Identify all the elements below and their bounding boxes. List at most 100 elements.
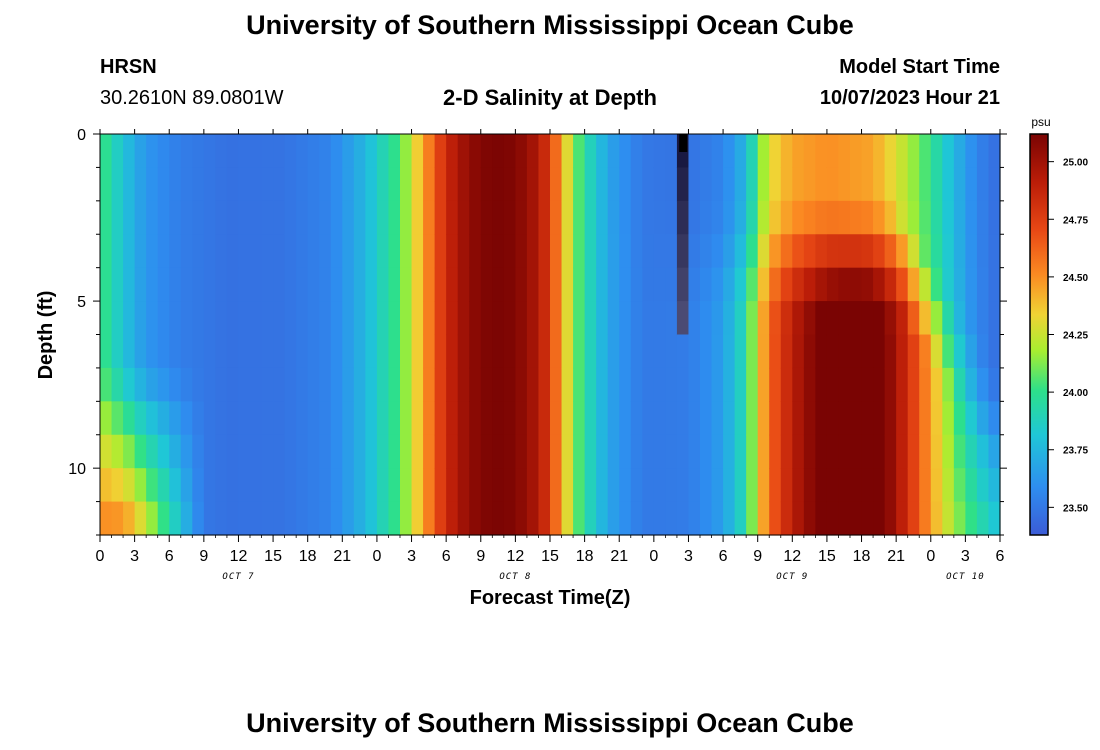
- heatmap-cell: [607, 234, 620, 269]
- heatmap-cell: [965, 134, 978, 169]
- heatmap-cell: [503, 468, 516, 503]
- heatmap-cell: [630, 234, 643, 269]
- heatmap-cell: [896, 468, 909, 503]
- heatmap-cell: [273, 501, 286, 536]
- heatmap-cell: [803, 267, 816, 302]
- heatmap-cell: [734, 234, 747, 269]
- heatmap-cell: [446, 200, 459, 235]
- heatmap-cell: [319, 134, 332, 169]
- heatmap-cell: [434, 367, 447, 402]
- heatmap-cell: [630, 401, 643, 436]
- heatmap-cell: [123, 234, 136, 269]
- heatmap-cell: [388, 301, 401, 336]
- heatmap-cell: [123, 134, 136, 169]
- heatmap-cell: [330, 434, 343, 469]
- heatmap-cell: [307, 234, 320, 269]
- heatmap-cell: [192, 167, 205, 202]
- heatmap-cell: [515, 501, 528, 536]
- heatmap-cell: [388, 501, 401, 536]
- heatmap-cell: [850, 501, 863, 536]
- heatmap-cell: [480, 267, 493, 302]
- heatmap-cell: [688, 234, 701, 269]
- heatmap-cell: [388, 167, 401, 202]
- heatmap-cell: [896, 200, 909, 235]
- heatmap-cell: [123, 367, 136, 402]
- heatmap-cell: [123, 434, 136, 469]
- heatmap-cell: [434, 234, 447, 269]
- heatmap-cell: [388, 401, 401, 436]
- heatmap-cell: [353, 367, 366, 402]
- heatmap-cell: [457, 200, 470, 235]
- heatmap-cell: [526, 501, 540, 536]
- heatmap-cell: [169, 267, 182, 302]
- heatmap-cell: [146, 301, 159, 336]
- heatmap-cell: [169, 234, 182, 269]
- heatmap-cell: [746, 134, 759, 169]
- heatmap-cell: [723, 367, 736, 402]
- heatmap-cell: [296, 234, 309, 269]
- heatmap-cell: [873, 401, 886, 436]
- heatmap-cell: [896, 434, 909, 469]
- heatmap-cell: [734, 434, 747, 469]
- heatmap-cell: [573, 468, 586, 503]
- heatmap-cell: [203, 367, 216, 402]
- heatmap-cell: [457, 234, 470, 269]
- heatmap-cell: [965, 267, 978, 302]
- heatmap-cell: [400, 301, 413, 336]
- heatmap-cell: [111, 434, 124, 469]
- heatmap-cell: [100, 200, 113, 235]
- heatmap-cell: [873, 134, 886, 169]
- heatmap-cell: [619, 134, 632, 169]
- heatmap-cell: [100, 468, 113, 503]
- heatmap-cell: [826, 434, 840, 469]
- heatmap-cell: [353, 468, 366, 503]
- heatmap-cell: [273, 134, 286, 169]
- heatmap-cell: [238, 367, 251, 402]
- heatmap-cell: [146, 434, 159, 469]
- heatmap-cell: [261, 434, 274, 469]
- heatmap-cell: [792, 501, 805, 536]
- heatmap-cell: [838, 334, 851, 369]
- heatmap-cell: [273, 334, 286, 369]
- heatmap-cell: [907, 234, 920, 269]
- heatmap-cell: [446, 301, 459, 336]
- heatmap-cell: [123, 267, 136, 302]
- heatmap-cell: [676, 200, 690, 235]
- heatmap-cell: [861, 401, 874, 436]
- heatmap-cell: [538, 334, 551, 369]
- heatmap-cell: [573, 167, 586, 202]
- heatmap-cell: [734, 501, 747, 536]
- heatmap-cell: [515, 200, 528, 235]
- heatmap-cell: [238, 234, 251, 269]
- heatmap-cell: [330, 234, 343, 269]
- heatmap-cell: [111, 267, 124, 302]
- heatmap-cell: [965, 501, 978, 536]
- heatmap-cell: [584, 167, 597, 202]
- heatmap-cell: [769, 134, 782, 169]
- heatmap-cell: [826, 301, 840, 336]
- heatmap-cell: [653, 134, 666, 169]
- heatmap-cell: [700, 267, 713, 302]
- heatmap-cell: [630, 367, 643, 402]
- heatmap-cell: [146, 468, 159, 503]
- heatmap-cell: [273, 301, 286, 336]
- heatmap-cell: [192, 401, 205, 436]
- heatmap-cell: [919, 234, 932, 269]
- heatmap-cell: [203, 134, 216, 169]
- heatmap-cell: [480, 167, 493, 202]
- heatmap-cell: [965, 468, 978, 503]
- heatmap-cell: [723, 267, 736, 302]
- heatmap-cell: [238, 334, 251, 369]
- heatmap-cell: [123, 468, 136, 503]
- colorbar-tick-label: 23.75: [1063, 446, 1088, 457]
- heatmap-cell: [919, 167, 932, 202]
- heatmap-cell: [111, 167, 124, 202]
- heatmap-cell: [953, 267, 966, 302]
- heatmap-cell: [411, 301, 424, 336]
- heatmap-cell: [584, 401, 597, 436]
- heatmap-cell: [284, 501, 297, 536]
- heatmap-cell: [538, 401, 551, 436]
- heatmap-cell: [250, 434, 263, 469]
- heatmap-cell: [446, 167, 459, 202]
- heatmap-cell: [930, 468, 943, 503]
